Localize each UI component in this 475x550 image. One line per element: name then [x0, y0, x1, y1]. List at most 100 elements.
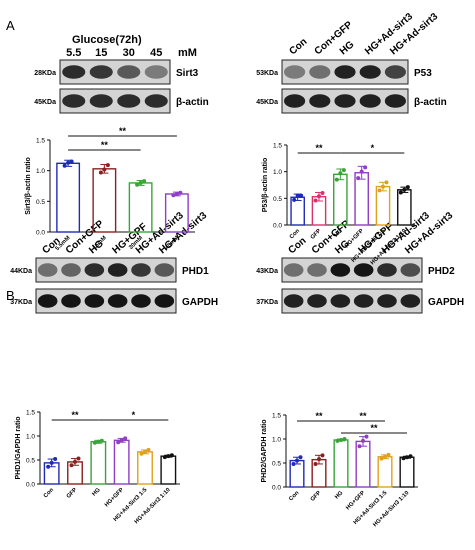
y-tick-label: 1.0 [36, 168, 45, 175]
data-point [53, 457, 58, 462]
blot-band [37, 294, 58, 308]
blot-band [107, 263, 128, 277]
data-point [386, 452, 391, 457]
data-point [166, 454, 171, 459]
data-point [135, 182, 140, 187]
blot-band [353, 294, 374, 308]
protein-label: PHD1 [182, 266, 209, 277]
bar [160, 455, 177, 485]
bar [399, 456, 415, 488]
data-point [92, 440, 97, 445]
figure-layer: 28KDa Sirt3 45KDa β-actin Glucose(72h)5.5 15 3… [10, 11, 464, 528]
bar-chart-phd2: 0.0 0.5 1.0 1.5 PHD2/GAPDH ratio Con GFP HG HG+G… [261, 411, 418, 528]
data-point [361, 438, 365, 443]
band-size-label: 53KDa [256, 70, 278, 77]
data-point [66, 160, 71, 165]
data-point [102, 167, 107, 172]
category-label: HG+GFP [345, 490, 366, 511]
y-axis-label: PHD2/GAPDH ratio [261, 419, 268, 482]
blot-band [400, 263, 421, 277]
y-tick-label: 0.5 [26, 458, 35, 465]
data-point [62, 163, 67, 168]
y-tick-label: 1.5 [272, 413, 281, 420]
y-tick-label: 0.0 [272, 485, 281, 492]
data-point [139, 451, 144, 456]
data-point [408, 454, 413, 459]
significance-label: ** [315, 143, 323, 153]
data-point [356, 176, 361, 181]
blot-band [309, 94, 331, 108]
data-point [405, 455, 409, 460]
data-point [334, 177, 339, 182]
category-label: HG [334, 490, 345, 501]
band-size-label: 37KDa [256, 299, 278, 306]
treatment-title: Glucose(72h) [72, 34, 142, 46]
data-point [342, 437, 347, 441]
data-point [398, 190, 403, 195]
protein-label: Sirt3 [176, 68, 199, 79]
blot-band [89, 65, 113, 79]
blot-band [117, 94, 141, 108]
data-point [320, 191, 325, 195]
data-point [313, 198, 318, 203]
band-size-label: 37KDa [10, 299, 32, 306]
blot-band [62, 65, 86, 79]
blot-band [330, 263, 351, 277]
blot-band [62, 94, 86, 108]
data-point [295, 193, 300, 198]
data-point [98, 170, 103, 175]
data-point [313, 461, 318, 466]
data-point [341, 168, 346, 173]
data-point [377, 188, 382, 193]
panel-b-label: B [6, 288, 15, 303]
blot-band [84, 294, 105, 308]
data-point [291, 461, 296, 466]
category-label: GFP [66, 487, 79, 500]
western-blot: 53KDa P53 45KDa β-actin [256, 59, 447, 114]
blot-band [131, 294, 151, 308]
data-point [335, 438, 340, 443]
blot-band [330, 294, 351, 308]
blot-band [283, 263, 304, 277]
blot-band [37, 263, 58, 277]
blot-band [307, 263, 327, 277]
bar [375, 185, 391, 226]
band-size-label: 45KDa [34, 99, 56, 106]
blot-band [284, 65, 306, 79]
blot-strip [281, 257, 423, 283]
bar [333, 439, 349, 488]
bar [377, 456, 393, 488]
western-blot: 44KDa PHD1 37KDa GAPDH [10, 257, 218, 314]
bar [137, 451, 153, 485]
data-point [405, 185, 410, 190]
significance-label: ** [315, 411, 323, 421]
data-point [383, 454, 387, 459]
data-point [295, 458, 299, 463]
y-tick-label: 0.5 [273, 196, 282, 203]
blot-band [154, 294, 175, 308]
bar [56, 162, 81, 233]
data-point [402, 187, 407, 192]
significance-label: ** [101, 140, 109, 150]
category-label: GFP [310, 490, 323, 503]
protein-label: PHD2 [428, 266, 455, 277]
blot-band [61, 263, 81, 277]
blot-strip [281, 288, 423, 314]
data-point [357, 444, 362, 449]
data-point [123, 436, 128, 441]
blot-band [117, 65, 141, 79]
dose-label: 15 [95, 47, 107, 59]
y-tick-label: 0.5 [36, 199, 45, 206]
dose-label: 30 [123, 47, 135, 59]
data-point [119, 438, 124, 443]
significance-label: ** [71, 410, 79, 420]
data-point [69, 463, 74, 468]
y-axis-label: P53/β-actin ratio [262, 158, 269, 212]
blot-band [384, 94, 406, 108]
blot-band [400, 294, 421, 308]
protein-label: β-actin [176, 97, 209, 108]
band-size-label: 44KDa [10, 268, 32, 275]
protein-label: β-actin [414, 97, 447, 108]
